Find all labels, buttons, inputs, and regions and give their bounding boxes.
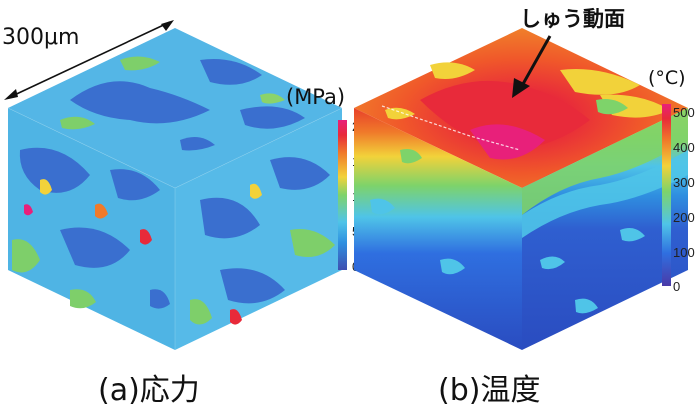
temperature-tick-4: 100 [673, 245, 695, 260]
scale-bar: 300μm [2, 20, 174, 100]
arrow-head-left-icon [4, 89, 18, 100]
stress-cube [7, 28, 343, 350]
arrow-head-right-icon [161, 20, 174, 31]
stress-right-pattern [190, 157, 335, 325]
temperature-right-pattern [522, 108, 688, 314]
stress-left-pattern [12, 147, 170, 309]
temperature-colorbar: (°C) 500 400 300 200 100 0 [648, 67, 695, 294]
stress-top-pattern [60, 56, 305, 151]
temperature-top-pattern [385, 62, 670, 160]
temperature-tick-2: 300 [673, 175, 695, 190]
temperature-unit-label: (°C) [648, 67, 686, 89]
temperature-tick-1: 400 [673, 140, 695, 155]
temperature-tick-0: 500 [673, 105, 695, 120]
caption-a: (a)応力 [98, 373, 200, 408]
temperature-cube-left [354, 108, 522, 350]
caption-b: (b)温度 [438, 373, 540, 408]
scale-label: 300μm [2, 25, 79, 50]
temperature-tick-5: 0 [673, 279, 680, 294]
temperature-colorbar-gradient [662, 104, 671, 286]
temperature-tick-3: 200 [673, 210, 695, 225]
temperature-cube [354, 28, 688, 350]
sliding-surface-annotation: しゅう動面 [512, 7, 625, 98]
stress-colorbar-gradient [338, 120, 347, 270]
stress-unit-label: (MPa) [286, 85, 345, 109]
sliding-surface-label: しゅう動面 [520, 7, 625, 31]
temperature-left-pattern [370, 149, 465, 275]
annotation-arrow-icon [512, 78, 530, 98]
